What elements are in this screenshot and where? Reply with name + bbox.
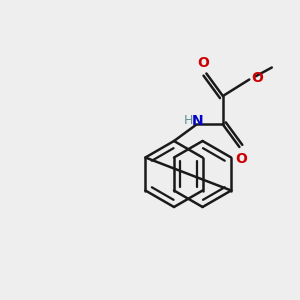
- Text: N: N: [192, 114, 203, 128]
- Text: O: O: [197, 56, 209, 70]
- Text: H: H: [183, 114, 193, 128]
- Text: O: O: [235, 152, 247, 167]
- Text: O: O: [251, 71, 263, 85]
